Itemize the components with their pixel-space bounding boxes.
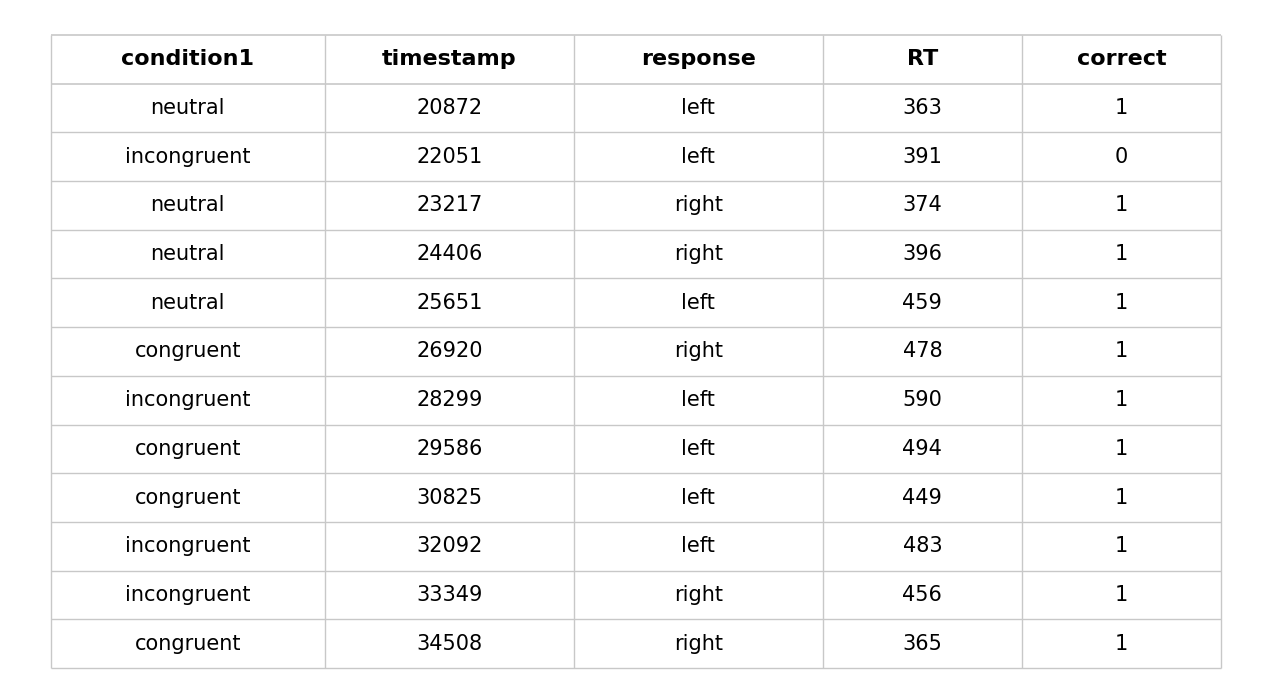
Text: 33349: 33349 (416, 585, 482, 605)
Text: 1: 1 (1114, 293, 1128, 313)
Text: left: left (682, 293, 715, 313)
Text: 1: 1 (1114, 244, 1128, 264)
Text: 365: 365 (902, 634, 943, 654)
Text: 494: 494 (902, 439, 943, 459)
Text: left: left (682, 147, 715, 166)
Text: neutral: neutral (150, 244, 225, 264)
Text: 23217: 23217 (416, 196, 482, 215)
Text: 32092: 32092 (416, 537, 482, 556)
Text: right: right (674, 342, 722, 361)
Text: incongruent: incongruent (125, 147, 251, 166)
Text: 25651: 25651 (416, 293, 482, 313)
Text: right: right (674, 634, 722, 654)
Text: left: left (682, 488, 715, 507)
Text: 456: 456 (902, 585, 943, 605)
Text: left: left (682, 439, 715, 459)
Text: 1: 1 (1114, 488, 1128, 507)
Text: 26920: 26920 (416, 342, 482, 361)
Text: 1: 1 (1114, 196, 1128, 215)
Text: 24406: 24406 (416, 244, 482, 264)
Text: 590: 590 (902, 390, 943, 410)
Text: neutral: neutral (150, 98, 225, 118)
Text: 483: 483 (903, 537, 943, 556)
Text: left: left (682, 98, 715, 118)
Text: 1: 1 (1114, 585, 1128, 605)
Text: timestamp: timestamp (382, 49, 516, 69)
Text: 1: 1 (1114, 98, 1128, 118)
Text: 363: 363 (902, 98, 943, 118)
Text: 391: 391 (902, 147, 943, 166)
Text: 459: 459 (902, 293, 943, 313)
Text: congruent: congruent (135, 342, 242, 361)
Text: neutral: neutral (150, 293, 225, 313)
Text: 1: 1 (1114, 342, 1128, 361)
Text: 34508: 34508 (416, 634, 482, 654)
Text: 20872: 20872 (416, 98, 482, 118)
Text: 30825: 30825 (416, 488, 482, 507)
Text: incongruent: incongruent (125, 585, 251, 605)
Text: correct: correct (1076, 49, 1166, 69)
Text: congruent: congruent (135, 488, 242, 507)
Text: right: right (674, 196, 722, 215)
Text: 449: 449 (902, 488, 943, 507)
Text: RT: RT (907, 49, 937, 69)
Text: right: right (674, 585, 722, 605)
Text: 1: 1 (1114, 634, 1128, 654)
Text: congruent: congruent (135, 634, 242, 654)
Text: response: response (641, 49, 756, 69)
Text: left: left (682, 537, 715, 556)
Text: condition1: condition1 (121, 49, 254, 69)
Text: incongruent: incongruent (125, 390, 251, 410)
Text: 22051: 22051 (416, 147, 482, 166)
Text: 1: 1 (1114, 390, 1128, 410)
Text: 478: 478 (903, 342, 943, 361)
Text: 1: 1 (1114, 537, 1128, 556)
Text: 28299: 28299 (416, 390, 482, 410)
Text: 0: 0 (1114, 147, 1128, 166)
Text: left: left (682, 390, 715, 410)
Text: incongruent: incongruent (125, 537, 251, 556)
Text: 29586: 29586 (416, 439, 482, 459)
Text: 1: 1 (1114, 439, 1128, 459)
Text: congruent: congruent (135, 439, 242, 459)
Text: neutral: neutral (150, 196, 225, 215)
Text: right: right (674, 244, 722, 264)
Text: 396: 396 (902, 244, 943, 264)
Text: 374: 374 (902, 196, 943, 215)
